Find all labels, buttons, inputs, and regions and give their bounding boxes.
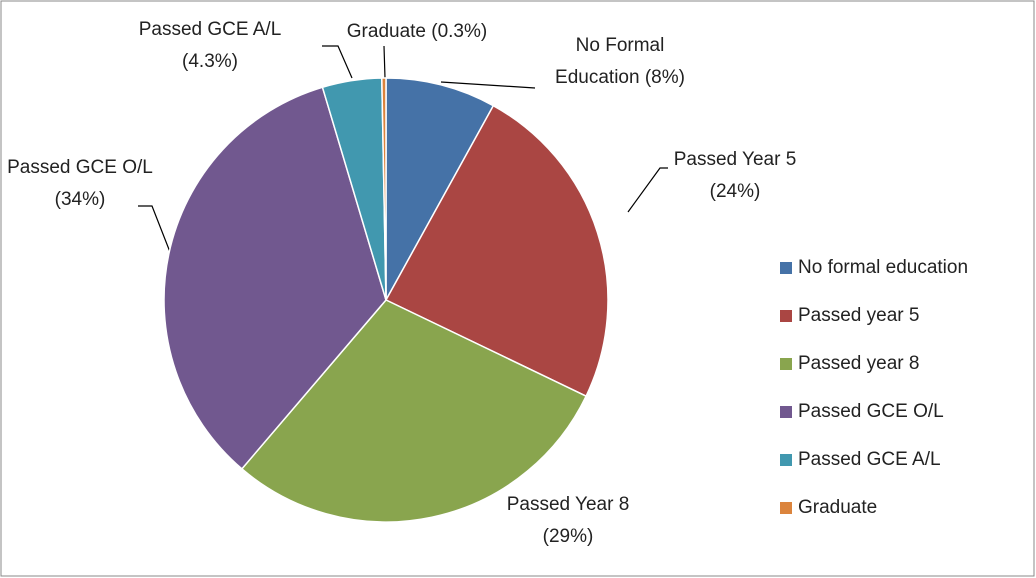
legend-swatch [780,262,792,274]
leader-line [440,81,536,89]
data-label: Graduate (0.3%) [347,21,487,42]
pie-slice [384,104,609,398]
legend-label: Passed GCE O/L [798,401,944,422]
data-label: (24%) [710,181,761,202]
legend-swatch [780,502,792,514]
data-label: Passed GCE O/L [7,157,153,178]
legend-label: Passed year 5 [798,305,919,326]
legend-label: Graduate [798,497,877,518]
leader-line [383,45,386,79]
pie-slice [163,86,387,470]
legend-swatch [780,406,792,418]
legend-label: Passed year 8 [798,353,919,374]
pie-slice [381,77,387,301]
data-label: (4.3%) [182,51,238,72]
data-label: (34%) [55,189,106,210]
legend-label: No formal education [798,257,968,278]
legend-swatch [780,454,792,466]
data-label: (29%) [543,526,594,547]
data-label: No Formal [576,35,665,56]
legend-swatch [780,358,792,370]
leader-line [627,167,668,213]
data-label: Passed GCE A/L [139,19,282,40]
data-label: Passed Year 5 [674,149,797,170]
legend-label: Passed GCE A/L [798,449,941,470]
leader-line [322,45,353,79]
leader-line [138,205,171,253]
pie-slice [240,299,588,523]
data-label: Education (8%) [555,67,685,88]
data-label: Passed Year 8 [507,494,630,515]
pie-slice [385,77,495,301]
legend-swatch [780,310,792,322]
